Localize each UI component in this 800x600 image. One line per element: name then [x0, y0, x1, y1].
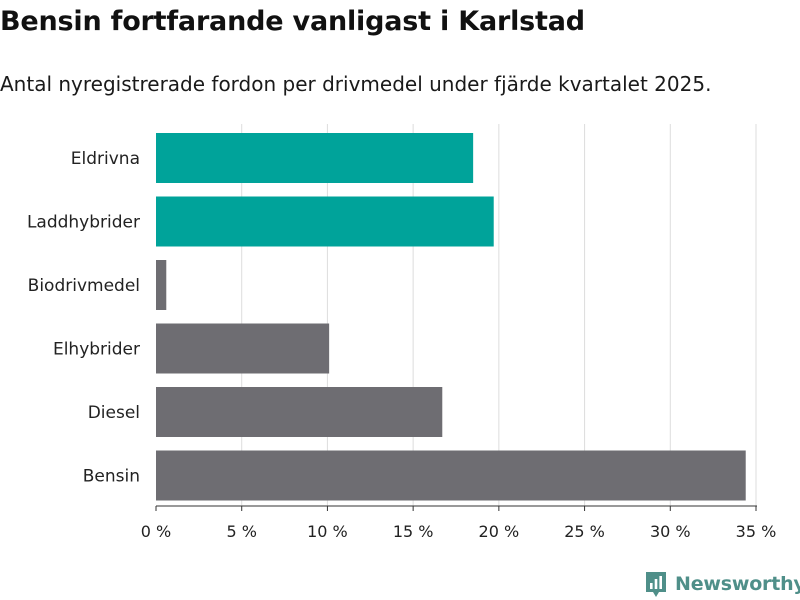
x-tick-label: 20 % — [479, 522, 520, 541]
bar-laddhybrider — [156, 196, 494, 247]
x-tick-label: 0 % — [141, 522, 171, 541]
category-label: Laddhybrider — [27, 213, 140, 233]
bars — [156, 133, 746, 501]
category-label: Diesel — [88, 403, 140, 423]
x-tick-label: 10 % — [307, 522, 348, 541]
chart-title: Bensin fortfarande vanligast i Karlstad — [0, 6, 585, 37]
category-label: Biodrivmedel — [28, 276, 140, 296]
x-tick-label: 25 % — [564, 522, 605, 541]
category-labels: Eldrivna Laddhybrider Biodrivmedel Elhybrid… — [27, 149, 140, 487]
brand-name: Newsworthy — [675, 573, 800, 595]
bar-biodrivmedel — [156, 260, 167, 310]
x-axis: 0 % 5 % 10 % 15 % 20 % 25 % 30 % 35 % — [141, 505, 777, 541]
bar-diesel — [156, 387, 443, 437]
newsworthy-logo: Newsworthy — [644, 570, 800, 598]
bar-elhybrider — [156, 323, 330, 374]
bar-chart-logo-icon — [646, 572, 666, 597]
category-label: Elhybrider — [53, 340, 140, 360]
bar-bensin — [156, 450, 746, 501]
bar-eldrivna — [156, 133, 474, 183]
category-label: Bensin — [83, 467, 140, 487]
x-tick-label: 35 % — [736, 522, 777, 541]
x-tick-label: 30 % — [650, 522, 691, 541]
x-tick-label: 5 % — [226, 522, 256, 541]
chart-subtitle: Antal nyregistrerade fordon per drivmede… — [0, 72, 712, 96]
category-label: Eldrivna — [71, 149, 140, 169]
x-tick-label: 15 % — [393, 522, 434, 541]
grid-lines — [241, 124, 757, 506]
